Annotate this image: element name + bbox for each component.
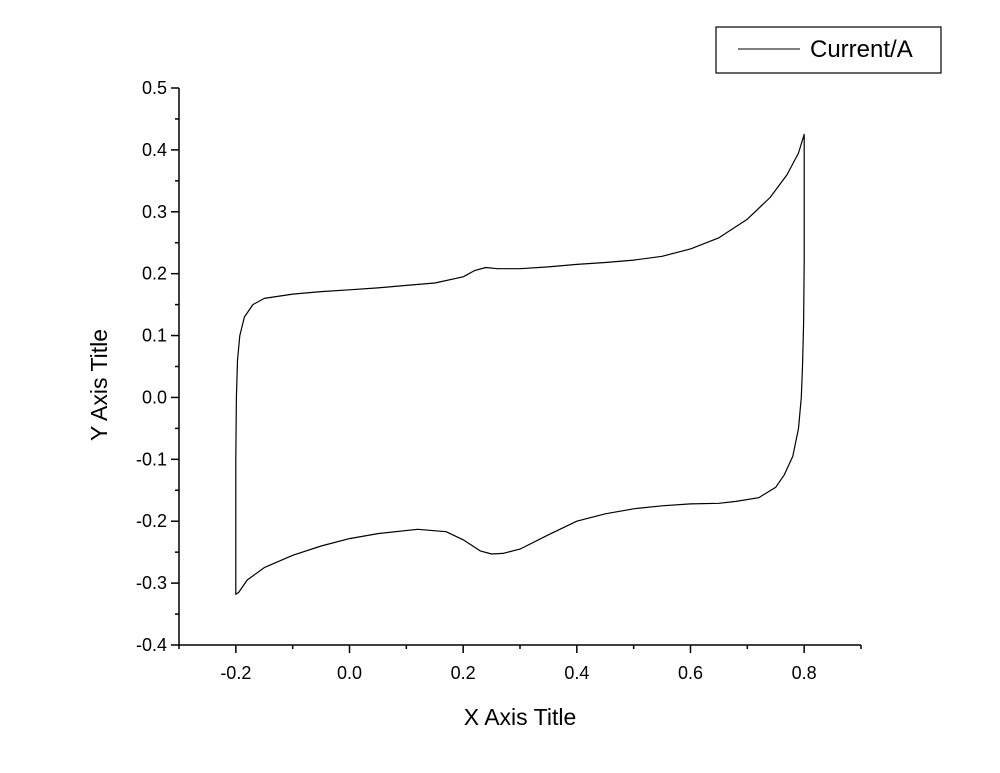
y-tick-label: -0.4 [136,635,167,655]
y-tick-label: 0.0 [142,387,167,407]
y-tick-label: 0.5 [142,78,167,98]
plot-area [178,88,861,646]
series-line [235,133,805,595]
x-tick-label: 0.8 [792,663,817,683]
series-layer [235,133,805,595]
y-axis-ticks: -0.4 -0.3 -0.2 -0.1 0.0 0.1 0.2 0.3 0.4 0.5 [136,78,179,655]
y-tick-label: 0.1 [142,326,167,346]
y-tick-label: -0.2 [136,511,167,531]
legend-label: Current/A [810,36,913,63]
y-tick-label: 0.4 [142,140,167,160]
x-tick-label: -0.2 [220,663,251,683]
x-tick-label: 0.6 [678,663,703,683]
legend-box [715,26,942,74]
x-axis-ticks: -0.2 0.0 0.2 0.4 0.6 0.8 [178,645,862,683]
x-tick-label: 0.0 [337,663,362,683]
x-axis-title: X Axis Title [464,704,576,730]
y-tick-label: 0.3 [142,202,167,222]
x-tick-label: 0.4 [564,663,589,683]
y-axis-title: Y Axis Title [86,329,112,441]
legend: Current/A [715,26,942,74]
y-tick-label: -0.3 [136,573,167,593]
x-tick-label: 0.2 [451,663,476,683]
y-tick-label: -0.1 [136,449,167,469]
y-tick-label: 0.2 [142,264,167,284]
